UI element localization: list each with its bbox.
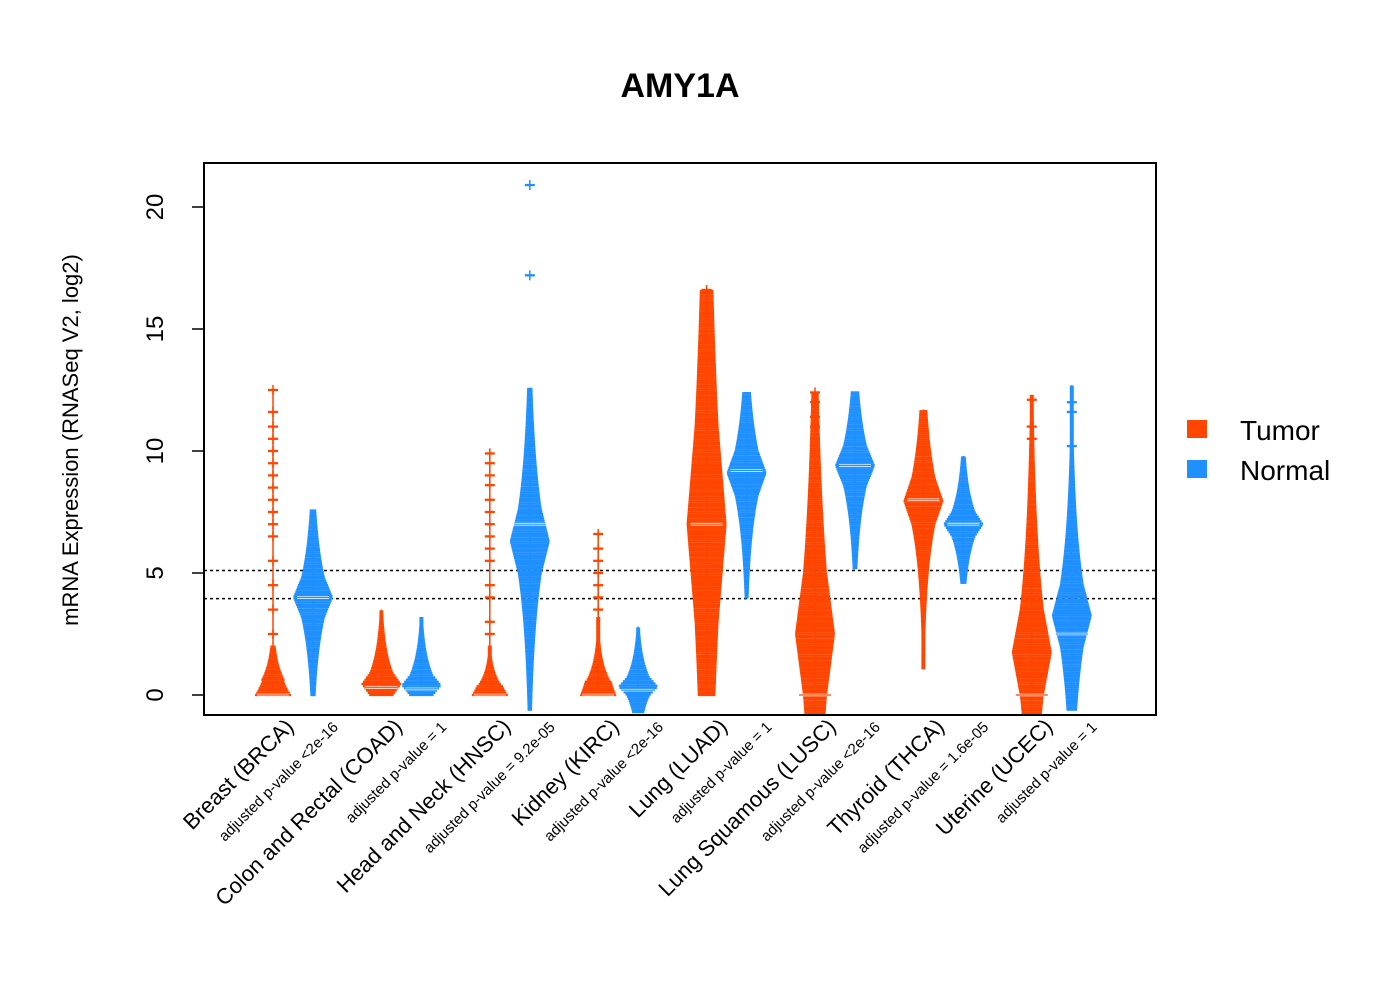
swarm-group xyxy=(471,448,508,697)
chart-title: AMY1A xyxy=(620,67,739,105)
swarm-group xyxy=(580,528,617,697)
legend-swatch-normal xyxy=(1187,460,1207,478)
y-tick-label: 0 xyxy=(142,688,169,701)
y-tick-label: 10 xyxy=(142,438,169,465)
legend: Tumor Normal xyxy=(1187,415,1330,486)
swarm-group xyxy=(361,609,402,697)
plot-area xyxy=(204,180,1156,716)
legend-swatch-tumor xyxy=(1187,420,1207,438)
swarm-group xyxy=(795,387,835,716)
swarm-group xyxy=(835,391,875,570)
y-tick-label: 20 xyxy=(142,194,169,221)
y-tick-label: 5 xyxy=(142,566,169,579)
y-axis: 0 5 10 15 20 xyxy=(142,194,205,702)
swarm-group xyxy=(255,385,291,697)
legend-label-normal: Normal xyxy=(1240,455,1330,486)
y-axis-label: mRNA Expression (RNASeq V2, log2) xyxy=(58,254,83,626)
y-tick-label: 15 xyxy=(142,316,169,343)
swarm-group xyxy=(903,409,944,670)
swarm-group xyxy=(509,180,550,711)
swarm-group xyxy=(1011,394,1052,716)
swarm-group xyxy=(293,509,333,697)
swarm-group xyxy=(726,392,767,599)
swarm-group xyxy=(943,455,983,584)
swarm-group xyxy=(618,626,658,714)
x-axis-labels: Breast (BRCA)adjusted p-value <2e-16Colo… xyxy=(178,714,1101,911)
swarm-group xyxy=(402,616,441,697)
legend-label-tumor: Tumor xyxy=(1240,415,1320,446)
swarm-group xyxy=(1051,385,1092,711)
swarm-group xyxy=(686,284,727,697)
plot-frame xyxy=(203,162,1157,716)
